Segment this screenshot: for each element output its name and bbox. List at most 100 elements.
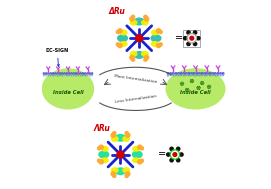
Circle shape — [191, 79, 192, 80]
Circle shape — [207, 74, 208, 76]
Circle shape — [181, 82, 182, 83]
Circle shape — [183, 74, 185, 76]
Circle shape — [43, 72, 45, 74]
Circle shape — [57, 72, 59, 74]
Circle shape — [193, 42, 197, 46]
Circle shape — [64, 72, 65, 74]
Circle shape — [196, 36, 201, 41]
Circle shape — [156, 43, 161, 48]
Circle shape — [193, 74, 195, 76]
Circle shape — [220, 72, 222, 74]
Circle shape — [87, 72, 88, 74]
Ellipse shape — [115, 134, 126, 142]
Circle shape — [138, 160, 142, 164]
Ellipse shape — [130, 51, 138, 57]
Circle shape — [144, 15, 147, 19]
Ellipse shape — [132, 151, 143, 159]
Circle shape — [208, 85, 209, 86]
Circle shape — [71, 74, 72, 75]
Circle shape — [64, 74, 65, 75]
Circle shape — [188, 72, 190, 74]
Circle shape — [169, 146, 174, 151]
Circle shape — [196, 74, 198, 76]
Circle shape — [167, 74, 169, 76]
Circle shape — [99, 160, 103, 164]
Circle shape — [75, 74, 77, 75]
Circle shape — [61, 72, 63, 74]
Circle shape — [198, 72, 201, 74]
Circle shape — [214, 74, 216, 76]
Circle shape — [175, 72, 177, 74]
Circle shape — [113, 174, 116, 177]
Text: ΔRu: ΔRu — [108, 7, 125, 16]
Circle shape — [212, 74, 214, 76]
Circle shape — [170, 74, 172, 76]
Ellipse shape — [132, 146, 140, 152]
Text: DC-SIGN: DC-SIGN — [46, 48, 69, 67]
Circle shape — [156, 29, 161, 33]
Circle shape — [144, 17, 149, 21]
Circle shape — [84, 74, 86, 75]
Circle shape — [192, 79, 193, 80]
Circle shape — [182, 84, 183, 86]
Circle shape — [193, 81, 194, 82]
Circle shape — [82, 74, 84, 75]
Ellipse shape — [120, 41, 128, 47]
Circle shape — [172, 152, 178, 157]
Circle shape — [210, 86, 211, 87]
Circle shape — [130, 17, 134, 21]
Circle shape — [130, 55, 134, 60]
Ellipse shape — [151, 41, 159, 47]
Circle shape — [68, 74, 70, 75]
Circle shape — [52, 74, 54, 75]
Circle shape — [144, 58, 147, 61]
Circle shape — [89, 72, 91, 74]
Text: ΛRu: ΛRu — [93, 124, 110, 133]
Circle shape — [131, 58, 135, 61]
Circle shape — [166, 152, 171, 157]
Circle shape — [84, 72, 86, 74]
Ellipse shape — [111, 136, 119, 142]
Circle shape — [182, 82, 183, 83]
Circle shape — [202, 82, 203, 84]
Text: Inside Cell: Inside Cell — [53, 91, 83, 95]
Circle shape — [172, 74, 174, 76]
Circle shape — [196, 87, 198, 88]
Circle shape — [201, 72, 203, 74]
Circle shape — [73, 74, 75, 75]
Circle shape — [181, 83, 183, 84]
Circle shape — [190, 81, 191, 82]
Circle shape — [202, 81, 204, 82]
Ellipse shape — [150, 34, 162, 42]
Circle shape — [200, 82, 201, 84]
Circle shape — [140, 147, 143, 150]
Ellipse shape — [101, 157, 109, 163]
Circle shape — [199, 74, 201, 76]
Circle shape — [159, 30, 162, 34]
Circle shape — [199, 86, 200, 87]
Circle shape — [222, 72, 224, 74]
Circle shape — [187, 91, 189, 92]
Circle shape — [183, 72, 185, 74]
Circle shape — [68, 72, 70, 74]
Text: Less Internalization: Less Internalization — [114, 94, 157, 104]
Circle shape — [186, 89, 188, 91]
Circle shape — [186, 91, 187, 92]
Circle shape — [80, 74, 81, 75]
Circle shape — [140, 159, 143, 162]
Circle shape — [126, 172, 130, 176]
Circle shape — [43, 74, 45, 75]
Circle shape — [82, 72, 84, 74]
Circle shape — [125, 132, 128, 135]
Circle shape — [176, 158, 180, 163]
Circle shape — [117, 151, 124, 158]
Circle shape — [116, 43, 120, 46]
Circle shape — [186, 88, 187, 89]
Circle shape — [52, 72, 54, 74]
Circle shape — [193, 30, 197, 35]
Circle shape — [172, 72, 174, 74]
Ellipse shape — [132, 157, 140, 163]
Circle shape — [47, 72, 49, 74]
Circle shape — [70, 72, 72, 74]
Circle shape — [111, 172, 115, 176]
